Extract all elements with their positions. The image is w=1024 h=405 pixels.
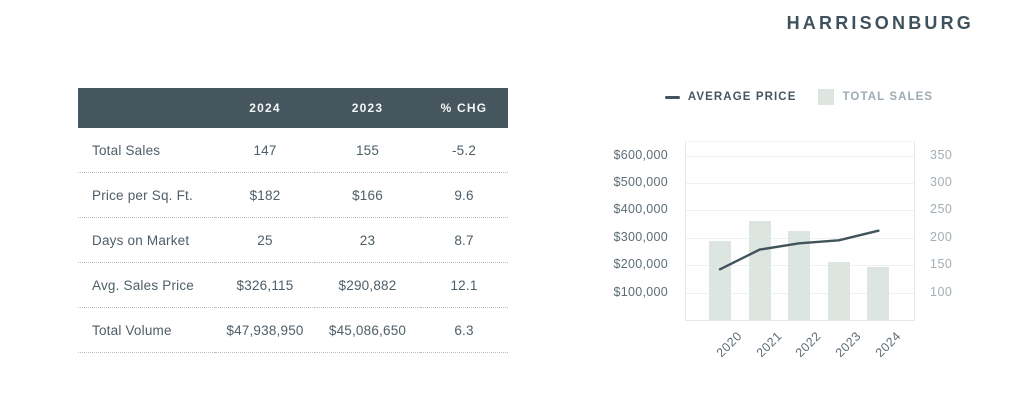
- value-2024: 147: [215, 128, 315, 173]
- table-row: Price per Sq. Ft. $182 $166 9.6: [78, 172, 508, 218]
- x-axis-label-2021: 2021: [753, 329, 785, 360]
- left-axis-tick: $600,000: [613, 147, 668, 162]
- x-axis-label-2023: 2023: [832, 329, 864, 360]
- column-header-metric: [78, 88, 215, 128]
- value-2023: $45,086,650: [315, 307, 420, 353]
- bar-2024: [867, 266, 890, 320]
- value-pct-chg: 8.7: [420, 217, 508, 263]
- value-2024: 25: [215, 217, 315, 263]
- row-label: Price per Sq. Ft.: [78, 172, 215, 218]
- left-axis: $600,000 $500,000 $400,000 $300,000 $200,000…: [585, 141, 677, 319]
- row-label: Total Volume: [78, 307, 215, 353]
- left-axis-tick: $400,000: [613, 202, 668, 217]
- row-label: Total Sales: [78, 128, 215, 173]
- value-2023: $290,882: [315, 262, 420, 308]
- average-price-line: [718, 229, 880, 271]
- bar-2022: [788, 231, 811, 320]
- bar-2023: [827, 262, 850, 320]
- gridline: [686, 155, 914, 157]
- page-title: HARRISONBURG: [786, 13, 974, 33]
- right-axis-tick: 250: [930, 202, 953, 217]
- gridline: [686, 183, 914, 185]
- left-axis-tick: $500,000: [613, 175, 668, 190]
- right-axis-tick: 300: [930, 175, 953, 190]
- value-2024: $326,115: [215, 262, 315, 308]
- row-label: Avg. Sales Price: [78, 262, 215, 308]
- right-axis-tick: 350: [930, 147, 953, 162]
- table-row: Days on Market 25 23 8.7: [78, 217, 508, 263]
- value-2023: $166: [315, 172, 420, 218]
- left-axis-tick: $200,000: [613, 257, 668, 272]
- x-axis-label-2022: 2022: [793, 329, 825, 360]
- x-axis-label-2024: 2024: [872, 329, 904, 360]
- value-2024: $182: [215, 172, 315, 218]
- chart-legend: AVERAGE PRICE TOTAL SALES: [649, 87, 949, 107]
- value-pct-chg: 12.1: [420, 262, 508, 308]
- value-pct-chg: -5.2: [420, 128, 508, 173]
- column-header-2023: 2023: [315, 88, 420, 128]
- bar-series-swatch-icon: [818, 89, 835, 105]
- right-axis-tick: 150: [930, 257, 953, 272]
- column-header-pct-chg: % CHG: [420, 88, 508, 128]
- combo-chart-plot-area: [685, 141, 915, 321]
- x-axis: 2020 2021 2022 2023 2024: [685, 320, 913, 380]
- market-stats-table: 2024 2023 % CHG Total Sales 147 155 -5.2…: [78, 88, 508, 353]
- legend-item-total-sales: TOTAL SALES: [818, 89, 933, 105]
- x-axis-label-2020: 2020: [713, 329, 745, 360]
- right-axis-tick: 100: [930, 284, 953, 299]
- value-2023: 23: [315, 217, 420, 263]
- bar-2020: [709, 240, 731, 320]
- table-header-row: 2024 2023 % CHG: [78, 88, 508, 128]
- value-2023: 155: [315, 128, 420, 173]
- left-axis-tick: $300,000: [613, 229, 668, 244]
- line-series-swatch-icon: [664, 95, 680, 99]
- right-axis-tick: 200: [930, 229, 953, 244]
- table-row: Total Sales 147 155 -5.2: [78, 128, 508, 173]
- legend-label-total-sales: TOTAL SALES: [842, 91, 934, 103]
- bar-2021: [748, 221, 771, 320]
- table-row: Avg. Sales Price $326,115 $290,882 12.1: [78, 262, 508, 308]
- row-label: Days on Market: [78, 217, 215, 263]
- left-axis-tick: $100,000: [613, 284, 668, 299]
- gridline: [686, 210, 914, 212]
- legend-label-average-price: AVERAGE PRICE: [687, 91, 797, 103]
- table-row: Total Volume $47,938,950 $45,086,650 6.3: [78, 307, 508, 353]
- value-pct-chg: 9.6: [420, 172, 508, 218]
- right-axis: 350 300 250 200 150 100: [930, 141, 990, 319]
- legend-item-average-price: AVERAGE PRICE: [664, 91, 797, 103]
- value-pct-chg: 6.3: [420, 307, 508, 353]
- value-2024: $47,938,950: [215, 307, 315, 353]
- column-header-2024: 2024: [215, 88, 315, 128]
